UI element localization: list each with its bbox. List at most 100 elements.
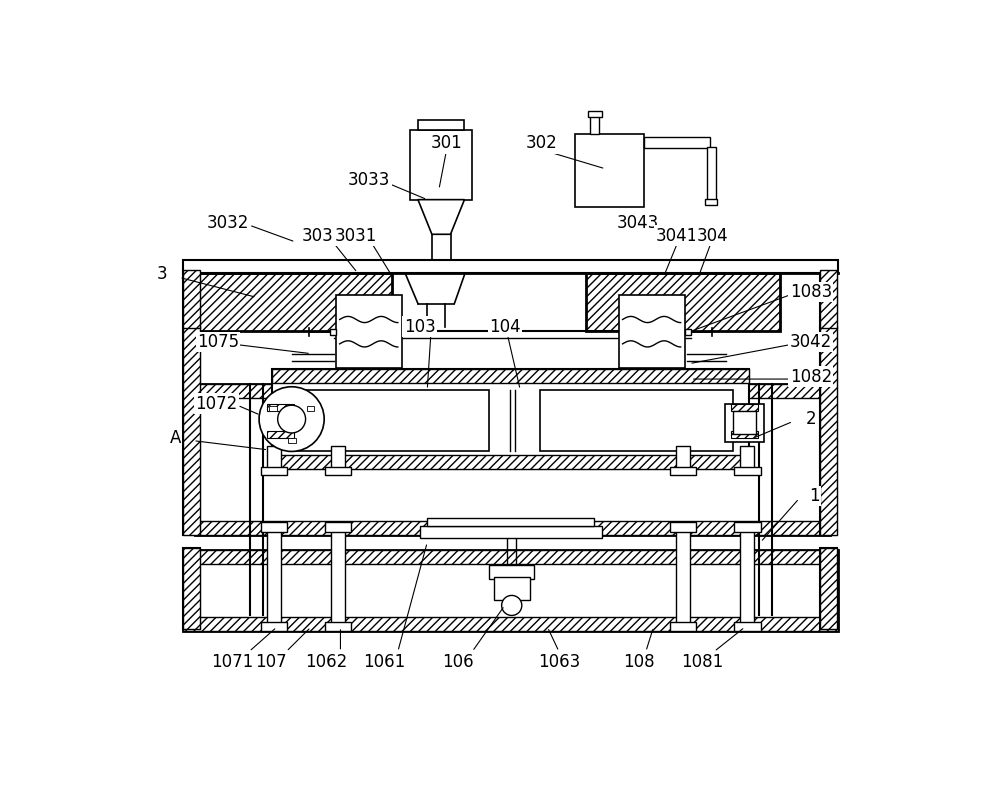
Bar (586, 273, 780, 331)
Bar (588, 111, 602, 117)
Bar (619, 295, 685, 369)
Bar (269, 406, 277, 411)
Text: 1063: 1063 (538, 653, 580, 671)
Bar (267, 430, 294, 438)
Polygon shape (418, 199, 464, 234)
Bar (734, 622, 761, 631)
Bar (292, 390, 489, 452)
Bar (734, 467, 761, 475)
Bar (410, 131, 472, 199)
Bar (740, 529, 754, 630)
Bar (707, 147, 716, 203)
Bar (733, 411, 756, 434)
Bar (420, 526, 602, 539)
Bar (183, 271, 200, 328)
Bar (734, 522, 761, 532)
Text: 1082: 1082 (790, 368, 832, 386)
Text: 103: 103 (404, 318, 435, 335)
Text: 1062: 1062 (305, 653, 348, 671)
Bar (261, 522, 287, 532)
Bar (725, 403, 764, 442)
Text: 3: 3 (157, 265, 168, 283)
Bar (676, 529, 690, 630)
Text: 304: 304 (697, 227, 728, 245)
Bar (670, 622, 696, 631)
Text: 3032: 3032 (207, 214, 249, 232)
Bar (331, 529, 345, 630)
Bar (336, 295, 402, 369)
Bar (590, 115, 599, 134)
Text: 301: 301 (431, 134, 462, 153)
Circle shape (278, 405, 306, 433)
Bar (820, 548, 837, 630)
Bar (574, 134, 644, 207)
Text: 106: 106 (442, 653, 474, 671)
Bar (183, 327, 200, 535)
Bar (195, 520, 830, 535)
Text: 1: 1 (809, 487, 820, 505)
Circle shape (259, 387, 324, 452)
Circle shape (502, 596, 522, 615)
Bar (731, 403, 758, 438)
Bar (705, 199, 717, 205)
Bar (670, 522, 696, 532)
Bar (820, 327, 837, 535)
Bar (685, 328, 691, 335)
Bar (267, 529, 281, 630)
Bar (195, 273, 392, 331)
Bar (261, 622, 287, 631)
Text: 107: 107 (255, 653, 287, 671)
Text: 1081: 1081 (681, 653, 724, 671)
Bar (183, 327, 200, 535)
Bar (288, 438, 296, 443)
Bar (540, 390, 733, 452)
Text: 3043: 3043 (617, 214, 659, 232)
Bar (183, 550, 838, 631)
Bar (267, 403, 294, 411)
Bar (307, 406, 314, 411)
Text: 1075: 1075 (197, 333, 239, 351)
Text: 2: 2 (806, 410, 816, 428)
Text: 104: 104 (489, 318, 521, 335)
Bar (489, 566, 534, 579)
Bar (676, 446, 690, 469)
Bar (644, 138, 710, 148)
Text: 3042: 3042 (790, 333, 832, 351)
Bar (183, 548, 200, 630)
Bar (820, 271, 837, 328)
Bar (331, 446, 345, 469)
Bar (820, 548, 837, 630)
Bar (183, 617, 838, 631)
Bar (195, 384, 830, 399)
Bar (272, 456, 749, 469)
Bar (731, 430, 758, 438)
Bar (183, 260, 838, 273)
Bar (325, 467, 351, 475)
Text: 108: 108 (623, 653, 655, 671)
Bar (325, 522, 351, 532)
Bar (418, 119, 464, 131)
Bar (261, 467, 287, 475)
Text: 3031: 3031 (335, 227, 377, 245)
Bar (427, 518, 594, 526)
Bar (195, 384, 830, 535)
Bar (740, 446, 754, 469)
Bar (272, 369, 749, 469)
Bar (267, 403, 294, 438)
Bar (267, 446, 281, 469)
Bar (820, 271, 837, 328)
Bar (731, 403, 758, 411)
Bar (820, 327, 837, 535)
Bar (330, 328, 336, 335)
Bar (670, 467, 696, 475)
Text: 1061: 1061 (364, 653, 406, 671)
Bar (325, 622, 351, 631)
Text: A: A (170, 430, 181, 448)
Bar (272, 369, 749, 383)
Text: 1072: 1072 (195, 395, 238, 413)
Text: 3033: 3033 (348, 172, 390, 189)
Text: 302: 302 (525, 134, 557, 153)
Bar (183, 550, 838, 564)
Bar (183, 548, 200, 630)
Bar (494, 577, 530, 600)
